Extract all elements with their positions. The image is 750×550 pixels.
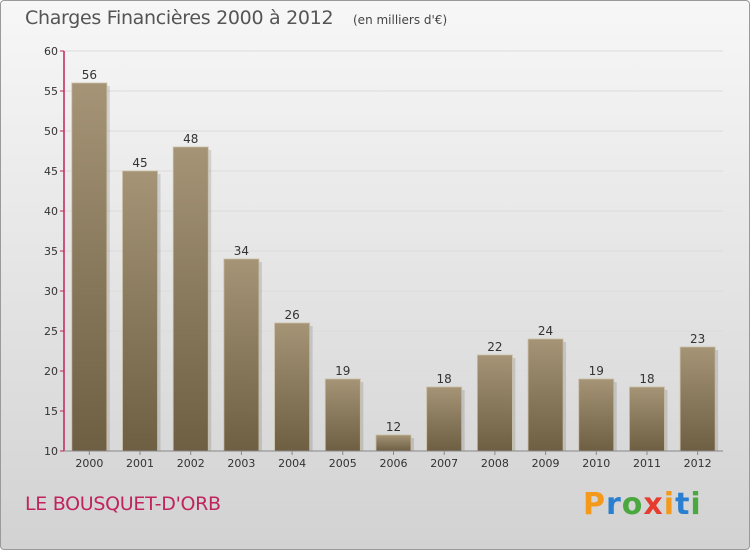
data-label: 45 — [132, 156, 147, 170]
x-tick-label: 2010 — [582, 457, 610, 470]
bar-2005[interactable] — [324, 378, 361, 452]
y-tick-label: 60 — [44, 45, 58, 58]
axes — [60, 50, 723, 455]
logo-letter: i — [690, 487, 702, 522]
data-label: 26 — [284, 308, 299, 322]
data-label: 23 — [690, 332, 705, 346]
x-tick-label: 2005 — [329, 457, 357, 470]
y-tick-label: 50 — [44, 125, 58, 138]
bar-2000[interactable] — [71, 82, 108, 452]
bars — [71, 82, 719, 452]
data-label: 19 — [335, 364, 350, 378]
x-tick-label: 2004 — [278, 457, 306, 470]
data-label: 18 — [437, 372, 452, 386]
data-label: 56 — [82, 68, 97, 82]
y-tick-label: 55 — [44, 85, 58, 98]
data-label: 22 — [487, 340, 502, 354]
tick-labels: 10 15 20 25 30 35 40 45 50 55 60 56 2000 45 2001 48 2002… — [44, 45, 712, 470]
x-tick-label: 2009 — [532, 457, 560, 470]
bar-2009[interactable] — [527, 338, 564, 452]
x-tick-label: 2006 — [380, 457, 408, 470]
x-tick-label: 2001 — [126, 457, 154, 470]
grid-lines — [64, 50, 723, 452]
bar-2002[interactable] — [172, 146, 209, 452]
x-tick-label: 2003 — [227, 457, 255, 470]
bar-2012[interactable] — [679, 346, 716, 452]
data-label: 34 — [234, 244, 249, 258]
data-label: 19 — [589, 364, 604, 378]
bar-2008[interactable] — [476, 354, 513, 452]
logo-letter: i — [663, 487, 676, 522]
bar-2001[interactable] — [122, 170, 158, 452]
chart-title: Charges Financières 2000 à 2012 — [25, 7, 334, 29]
y-tick-label: 35 — [44, 245, 58, 258]
y-tick-label: 30 — [44, 285, 58, 298]
y-tick-label: 15 — [44, 405, 58, 418]
logo-letter: r — [606, 487, 622, 522]
data-label: 24 — [538, 324, 553, 338]
data-label: 12 — [386, 420, 401, 434]
x-tick-label: 2002 — [177, 457, 205, 470]
logo-letter: x — [643, 487, 664, 522]
bar-2006[interactable] — [375, 434, 412, 452]
y-tick-label: 45 — [44, 165, 58, 178]
logo-letter: o — [621, 487, 644, 522]
city-name: LE BOUSQUET-D'ORB — [25, 493, 221, 515]
x-tick-label: 2000 — [75, 457, 103, 470]
bar-2010[interactable] — [578, 378, 615, 452]
x-tick-label: 2008 — [481, 457, 509, 470]
y-tick-label: 25 — [44, 325, 58, 338]
bar-2004[interactable] — [274, 322, 311, 452]
y-tick-label: 20 — [44, 365, 58, 378]
x-tick-label: 2011 — [633, 457, 661, 470]
x-tick-label: 2012 — [684, 457, 712, 470]
logo-letter: t — [675, 487, 691, 522]
bar-2003[interactable] — [223, 258, 260, 452]
chart-subtitle: (en milliers d'€) — [353, 13, 448, 27]
x-tick-label: 2007 — [430, 457, 458, 470]
y-tick-label: 40 — [44, 205, 58, 218]
logo-letter: P — [583, 487, 606, 522]
y-tick-label: 10 — [44, 445, 58, 458]
data-label: 48 — [183, 132, 198, 146]
data-label: 18 — [639, 372, 654, 386]
proxiti-logo[interactable]: Proxiti — [583, 487, 702, 522]
bar-2007[interactable] — [426, 386, 463, 452]
bar-2011[interactable] — [629, 386, 665, 452]
